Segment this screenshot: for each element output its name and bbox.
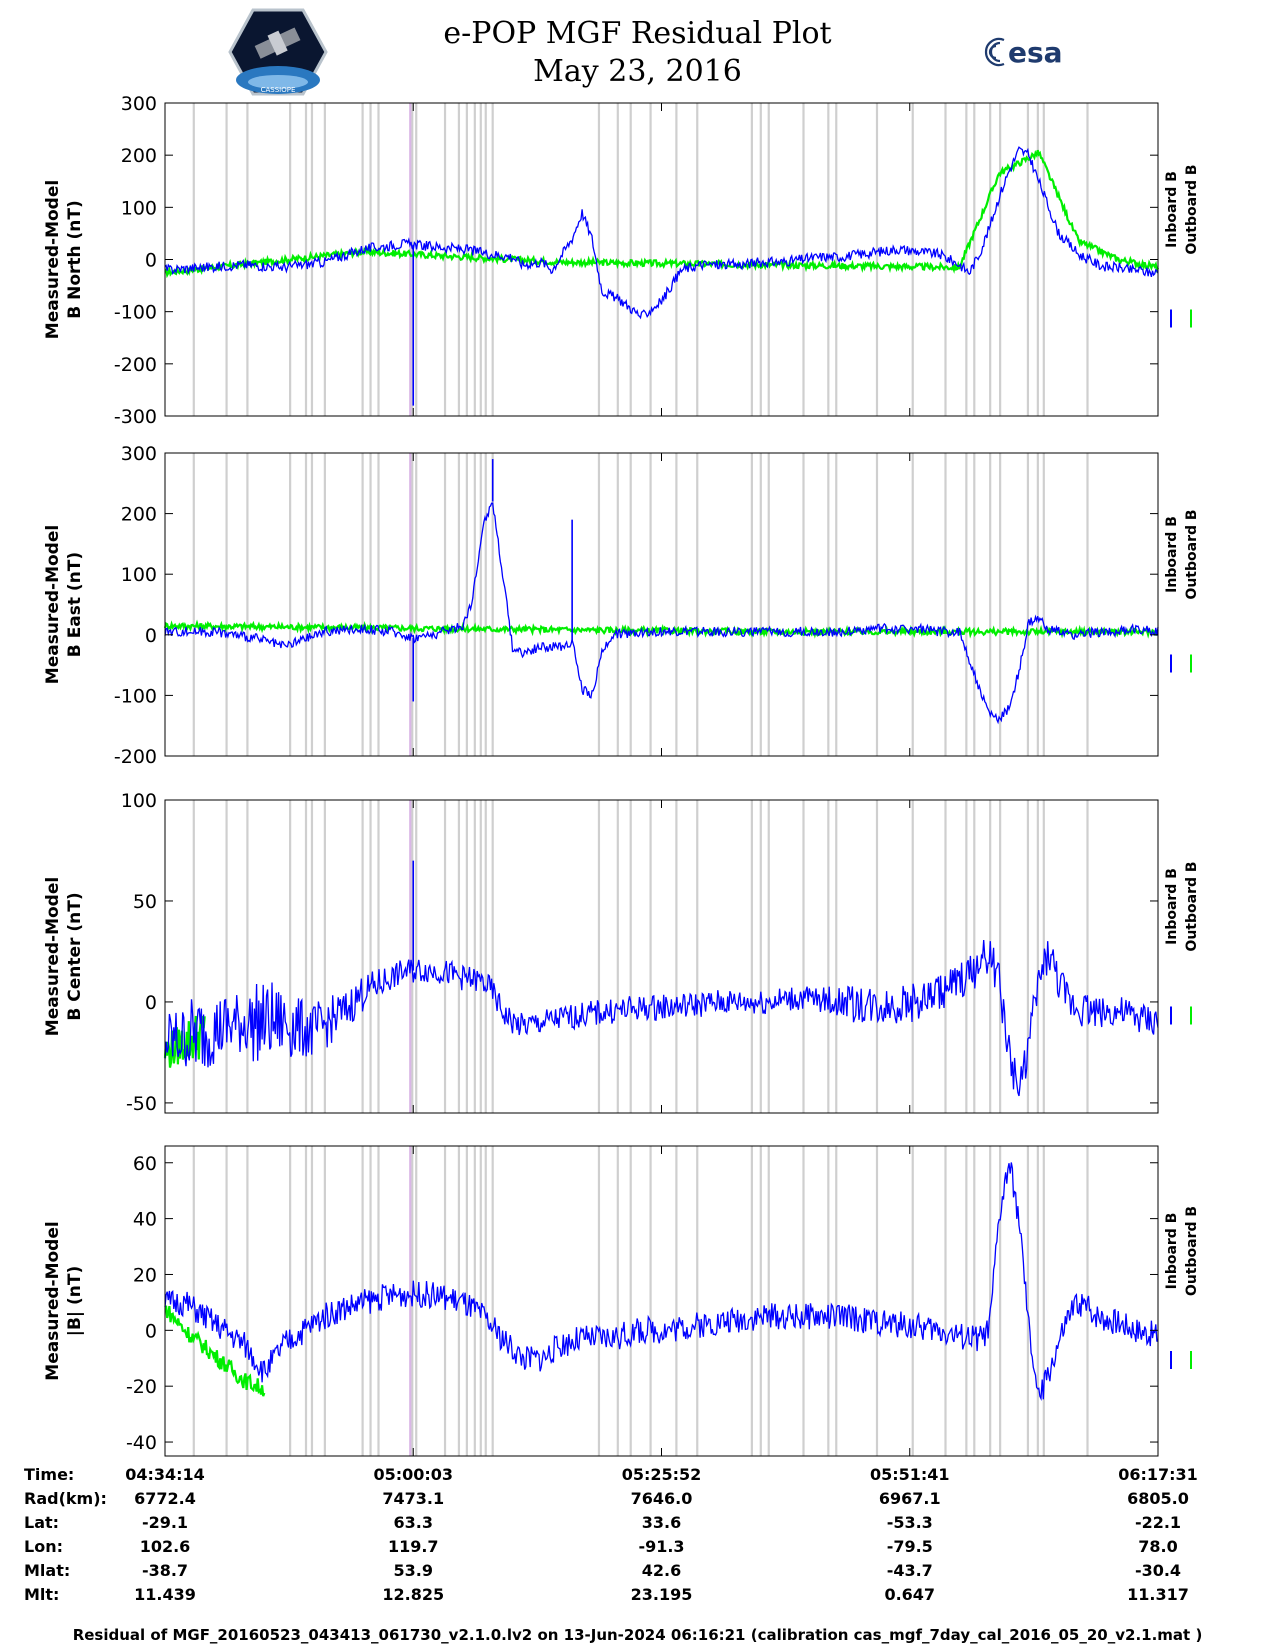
info-cell: 11.439: [95, 1585, 235, 1604]
info-cell: 05:51:41: [840, 1465, 980, 1484]
info-cell: 12.825: [343, 1585, 483, 1604]
info-row-label: Lon:: [24, 1537, 63, 1556]
y-tick-label: -200: [114, 746, 157, 768]
info-cell: -30.4: [1088, 1561, 1228, 1580]
legend-label: Outboard B: [1184, 164, 1200, 254]
y-tick-label: 0: [145, 992, 157, 1014]
info-cell: -43.7: [840, 1561, 980, 1580]
inboard-b-trace: [165, 1163, 1158, 1400]
info-cell: 06:17:31: [1088, 1465, 1228, 1484]
y-axis-label-line: Measured-Model: [43, 1221, 63, 1380]
y-tick-label: 0: [145, 625, 157, 647]
inboard-b-trace: [165, 503, 1158, 722]
y-axis-label-line: |B| (nT): [65, 1266, 85, 1337]
info-cell: 7473.1: [343, 1489, 483, 1508]
y-tick-label: 60: [133, 1153, 157, 1175]
legend-label: Inboard B: [1164, 868, 1180, 945]
orbit-info-table: Time: Rad(km): Lat: Lon: Mlat: Mlt: 04:34:14 67…: [0, 1463, 1275, 1613]
plot-frame: [165, 1146, 1158, 1456]
info-cell: 6772.4: [95, 1489, 235, 1508]
y-tick-label: 40: [133, 1209, 157, 1231]
y-tick-label: -50: [126, 1093, 157, 1115]
legend-label: Outboard B: [1184, 1206, 1200, 1296]
y-axis-label: Measured-Model B North (nT): [43, 180, 85, 339]
legend-label: Outboard B: [1184, 861, 1200, 951]
y-tick-label: -100: [114, 302, 157, 324]
y-axis-label-line: Measured-Model: [43, 525, 63, 684]
info-cell: 78.0: [1088, 1537, 1228, 1556]
legend-label: Inboard B: [1164, 1213, 1180, 1290]
info-cell: -53.3: [840, 1513, 980, 1532]
info-cell: 11.317: [1088, 1585, 1228, 1604]
info-cell: 63.3: [343, 1513, 483, 1532]
y-tick-label: 200: [121, 145, 157, 167]
y-axis-label: Measured-Model B East (nT): [43, 525, 85, 684]
y-tick-label: 100: [121, 564, 157, 586]
y-tick-label: 100: [121, 197, 157, 219]
info-row-label: Time:: [24, 1465, 74, 1484]
info-cell: 23.195: [592, 1585, 732, 1604]
info-row-label: Lat:: [24, 1513, 59, 1532]
y-axis-label-line: B Center (nT): [65, 892, 85, 1020]
y-tick-label: -40: [126, 1432, 157, 1454]
info-cell: 04:34:14: [95, 1465, 235, 1484]
y-tick-label: 200: [121, 504, 157, 526]
y-tick-label: -20: [126, 1376, 157, 1398]
y-axis-label: Measured-Model B Center (nT): [43, 877, 85, 1036]
y-tick-label: 300: [121, 443, 157, 465]
info-cell: 102.6: [95, 1537, 235, 1556]
y-axis-label-line: B North (nT): [65, 200, 85, 319]
y-tick-label: 100: [121, 790, 157, 812]
info-cell: 0.647: [840, 1585, 980, 1604]
y-axis-label-line: B East (nT): [65, 552, 85, 657]
info-cell: 33.6: [592, 1513, 732, 1532]
y-tick-label: 20: [133, 1264, 157, 1286]
info-cell: 42.6: [592, 1561, 732, 1580]
info-row-label: Mlat:: [24, 1561, 70, 1580]
outboard-b-trace: [165, 150, 1158, 275]
inboard-b-trace: [165, 147, 1158, 318]
y-tick-label: -200: [114, 354, 157, 376]
info-cell: 53.9: [343, 1561, 483, 1580]
info-cell: -38.7: [95, 1561, 235, 1580]
y-tick-label: -300: [114, 406, 157, 428]
info-cell: 6967.1: [840, 1489, 980, 1508]
y-tick-label: 0: [145, 250, 157, 272]
plot-frame: [165, 800, 1158, 1113]
y-axis-label: Measured-Model |B| (nT): [43, 1221, 85, 1380]
y-tick-label: 50: [133, 891, 157, 913]
y-axis-label-line: Measured-Model: [43, 877, 63, 1036]
info-cell: 05:25:52: [592, 1465, 732, 1484]
info-cell: 05:00:03: [343, 1465, 483, 1484]
plot-frame: [165, 103, 1158, 416]
legend-label: Outboard B: [1184, 509, 1200, 599]
info-row-label: Mlt:: [24, 1585, 59, 1604]
info-cell: -29.1: [95, 1513, 235, 1532]
info-cell: -79.5: [840, 1537, 980, 1556]
info-cell: -22.1: [1088, 1513, 1228, 1532]
y-tick-label: 300: [121, 93, 157, 115]
footer-caption: Residual of MGF_20160523_043413_061730_v…: [0, 1626, 1275, 1644]
y-tick-label: -100: [114, 685, 157, 707]
legend-label: Inboard B: [1164, 516, 1180, 593]
info-cell: -91.3: [592, 1537, 732, 1556]
info-cell: 6805.0: [1088, 1489, 1228, 1508]
y-tick-label: 0: [145, 1320, 157, 1342]
legend-label: Inboard B: [1164, 171, 1180, 248]
inboard-b-trace: [165, 940, 1158, 1096]
y-axis-label-line: Measured-Model: [43, 180, 63, 339]
info-cell: 7646.0: [592, 1489, 732, 1508]
info-cell: 119.7: [343, 1537, 483, 1556]
